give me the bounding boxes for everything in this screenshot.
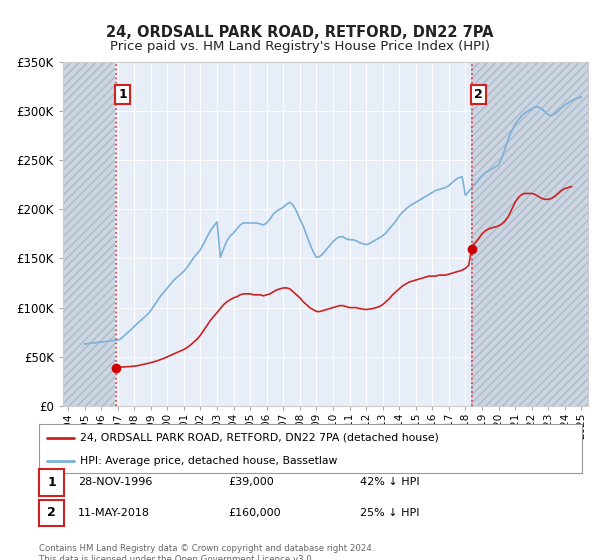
Text: 24, ORDSALL PARK ROAD, RETFORD, DN22 7PA (detached house): 24, ORDSALL PARK ROAD, RETFORD, DN22 7PA… <box>80 433 439 443</box>
Text: 28-NOV-1996: 28-NOV-1996 <box>78 477 152 487</box>
Text: 2: 2 <box>474 88 482 101</box>
Text: HPI: Average price, detached house, Bassetlaw: HPI: Average price, detached house, Bass… <box>80 456 337 466</box>
Text: 42% ↓ HPI: 42% ↓ HPI <box>360 477 419 487</box>
Bar <box>471 62 588 406</box>
Text: 2: 2 <box>47 506 56 520</box>
Text: Contains HM Land Registry data © Crown copyright and database right 2024.
This d: Contains HM Land Registry data © Crown c… <box>39 544 374 560</box>
Text: Price paid vs. HM Land Registry's House Price Index (HPI): Price paid vs. HM Land Registry's House … <box>110 40 490 53</box>
Text: 1: 1 <box>47 475 56 489</box>
Text: 25% ↓ HPI: 25% ↓ HPI <box>360 508 419 518</box>
Text: £39,000: £39,000 <box>228 477 274 487</box>
Bar <box>63 62 115 406</box>
Text: 1: 1 <box>118 88 127 101</box>
Text: 11-MAY-2018: 11-MAY-2018 <box>78 508 150 518</box>
Text: £160,000: £160,000 <box>228 508 281 518</box>
Text: 24, ORDSALL PARK ROAD, RETFORD, DN22 7PA: 24, ORDSALL PARK ROAD, RETFORD, DN22 7PA <box>106 25 494 40</box>
